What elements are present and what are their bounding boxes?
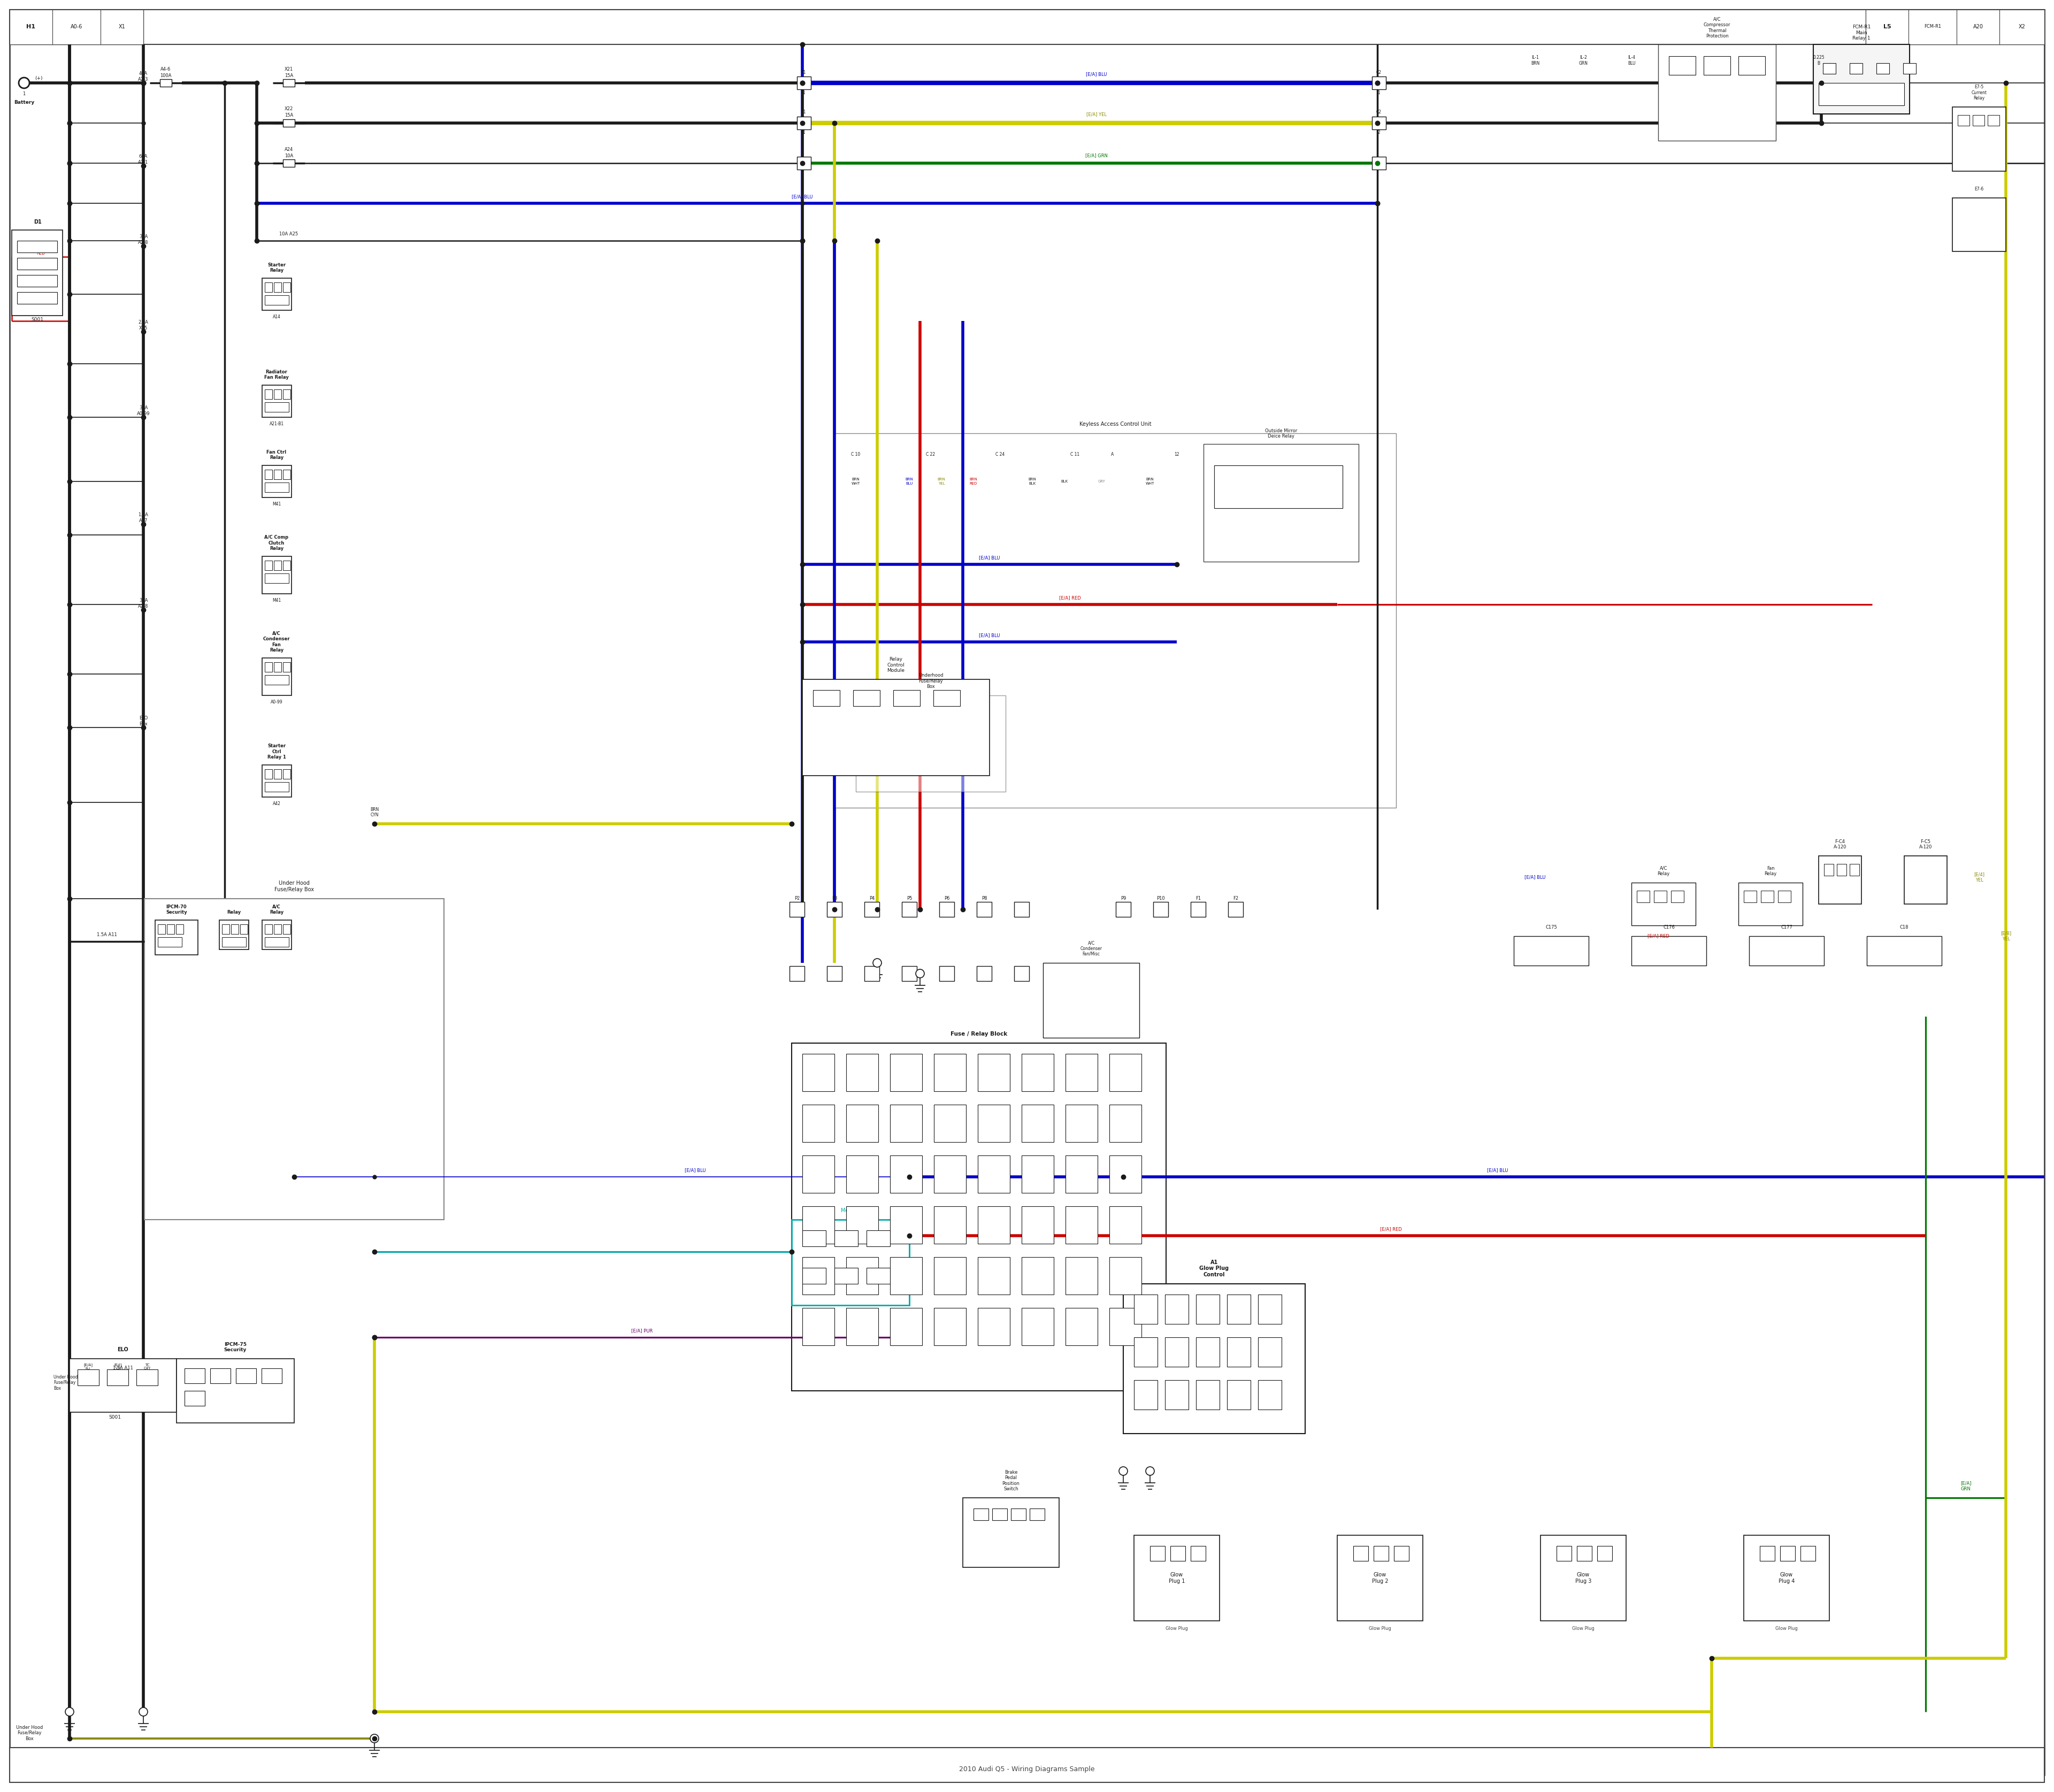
Text: 9: 9 [1237, 1349, 1241, 1355]
Bar [803, 1206, 834, 1244]
Text: BRN
RED: BRN RED [969, 478, 978, 486]
Bar [978, 1156, 1011, 1193]
Text: M: M [1881, 66, 1884, 70]
Bar [70, 1358, 177, 1412]
Bar [16, 292, 58, 305]
Text: Relay: Relay [226, 910, 240, 914]
Bar [1818, 82, 1904, 106]
Bar [1904, 857, 1947, 903]
Bar [1658, 45, 1777, 142]
Text: [E/A]
B-L: [E/A] B-L [84, 1364, 92, 1371]
Bar [1953, 197, 2007, 251]
Text: M41: M41 [273, 599, 281, 602]
Bar [1204, 444, 1358, 561]
Bar [933, 690, 959, 706]
Bar [101, 9, 144, 45]
Text: 30A
A2-8: 30A A2-8 [138, 235, 148, 246]
Bar [1953, 108, 2007, 172]
Bar [1738, 883, 1803, 925]
Bar [222, 937, 246, 946]
Bar [1109, 1156, 1142, 1193]
Bar [1195, 1294, 1220, 1324]
Bar [1703, 56, 1729, 75]
Text: A: A [1111, 452, 1113, 457]
Text: FCM-R1: FCM-R1 [1925, 25, 1941, 29]
Text: A42: A42 [273, 801, 281, 806]
Text: F33: F33 [815, 1263, 822, 1267]
Bar [803, 1156, 834, 1193]
Bar [1109, 1256, 1142, 1294]
Text: 2010 Audi Q5 - Wiring Diagrams Sample: 2010 Audi Q5 - Wiring Diagrams Sample [959, 1765, 1095, 1772]
Text: 2: 2 [1378, 131, 1380, 134]
Bar [1066, 1308, 1097, 1346]
Text: [E/4]
YEL: [E/4] YEL [1974, 873, 1984, 882]
Text: (+): (+) [35, 77, 43, 81]
Bar [828, 901, 842, 918]
Text: X21: X21 [286, 66, 294, 72]
Bar [177, 1358, 294, 1423]
Text: T1: T1 [801, 70, 807, 75]
Bar [935, 1256, 965, 1294]
Bar [1631, 883, 1697, 925]
Bar [210, 1369, 230, 1383]
Text: 1: 1 [1144, 1306, 1146, 1312]
Bar [1374, 1546, 1389, 1561]
Text: F-C4
A-120: F-C4 A-120 [1834, 839, 1847, 849]
Bar [144, 898, 444, 1220]
Text: A/C
Compressor
Thermal
Protection: A/C Compressor Thermal Protection [1703, 16, 1732, 38]
Text: F5: F5 [992, 1061, 996, 1063]
Bar [283, 925, 290, 934]
Text: F19: F19 [902, 1161, 910, 1165]
Text: P6: P6 [945, 896, 949, 901]
Bar [1372, 116, 1386, 129]
Bar [273, 389, 281, 400]
Text: F31: F31 [1078, 1213, 1085, 1217]
Bar [1972, 115, 1984, 125]
Text: F24: F24 [1121, 1161, 1130, 1165]
Text: P2: P2 [795, 896, 799, 901]
Text: E7-6: E7-6 [1974, 186, 1984, 192]
Bar [978, 1308, 1011, 1346]
Text: F17: F17 [815, 1161, 822, 1165]
Text: H1: H1 [27, 23, 35, 29]
Text: F4: F4 [947, 1061, 953, 1063]
Text: P9: P9 [1121, 896, 1126, 901]
Text: 14: 14 [1237, 1392, 1241, 1398]
Bar [10, 9, 53, 45]
Text: F42: F42 [859, 1314, 865, 1317]
Bar [978, 1054, 1011, 1091]
Text: F34: F34 [859, 1263, 865, 1267]
Text: IL-4
BLU: IL-4 BLU [1627, 56, 1635, 66]
Bar [1631, 935, 1707, 966]
Text: 13: 13 [1206, 1392, 1210, 1398]
Bar [828, 966, 842, 980]
Bar [1257, 1380, 1282, 1410]
Bar [935, 1104, 965, 1142]
Bar [222, 925, 230, 934]
Text: 15: 15 [1267, 1392, 1271, 1398]
Bar [283, 470, 290, 478]
Bar [1152, 901, 1169, 918]
Text: C176: C176 [1664, 925, 1674, 930]
Bar [935, 1308, 965, 1346]
Bar [889, 1256, 922, 1294]
Bar [1395, 1546, 1409, 1561]
Bar [1214, 466, 1343, 509]
Bar [273, 925, 281, 934]
Bar [185, 1391, 205, 1405]
Bar [10, 9, 2044, 45]
Text: [E/A] BLU: [E/A] BLU [1087, 72, 1107, 77]
Bar [1191, 1546, 1206, 1561]
Text: Starter
Relay: Starter Relay [267, 262, 286, 272]
Bar [1015, 901, 1029, 918]
Bar [263, 385, 292, 418]
Text: F20: F20 [947, 1161, 953, 1165]
Bar [1015, 966, 1029, 980]
Bar [263, 466, 292, 498]
Text: [E/A] RED: [E/A] RED [1060, 595, 1080, 600]
Text: C2: C2 [1376, 109, 1382, 115]
Text: [E/J]
Y-S: [E/J] Y-S [113, 1364, 121, 1371]
Text: C 11: C 11 [1070, 452, 1080, 457]
Bar [1165, 1380, 1189, 1410]
Text: [E/A] GRN: [E/A] GRN [1085, 154, 1107, 158]
